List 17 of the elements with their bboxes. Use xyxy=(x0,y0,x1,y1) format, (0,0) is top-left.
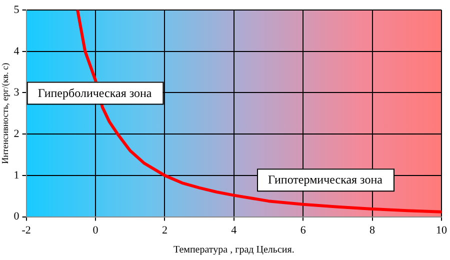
y-tick-label: 3 xyxy=(14,86,20,99)
y-tick-label: 5 xyxy=(14,4,20,16)
x-tick-label: 8 xyxy=(370,224,376,236)
annotation: Гиперболическая зона xyxy=(38,86,152,100)
x-tick-label: 4 xyxy=(231,224,238,236)
y-axis-title: Интенсивность, ерг/(кв. с) xyxy=(0,62,10,164)
x-tick-label: 10 xyxy=(436,224,448,236)
y-tick-label: 4 xyxy=(14,45,20,58)
x-axis-title: Температура , град Цельсия. xyxy=(173,244,294,256)
annotation: Гипотермическая зона xyxy=(268,172,384,187)
x-tick-label: 0 xyxy=(92,224,99,236)
y-tick-label: 2 xyxy=(14,128,20,140)
x-tick-label: 6 xyxy=(300,224,306,236)
y-tick-label: 1 xyxy=(14,169,20,182)
y-tick-label: 0 xyxy=(14,210,20,223)
x-tick-label: -2 xyxy=(22,224,31,236)
x-tick-label: 2 xyxy=(162,224,168,236)
